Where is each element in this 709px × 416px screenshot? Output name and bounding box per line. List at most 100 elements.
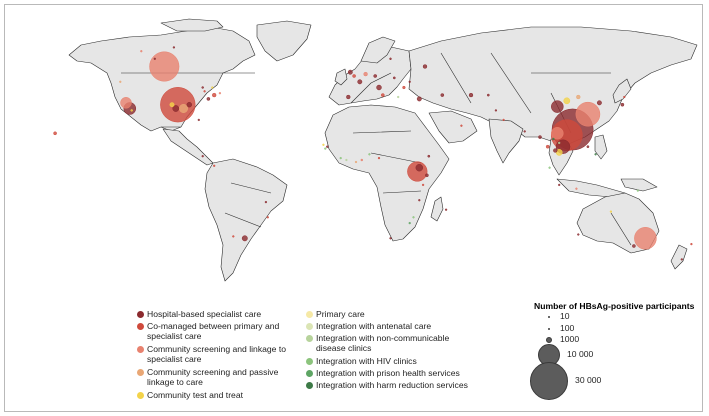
map-point — [421, 183, 425, 187]
size-legend: Number of HBsAg-positive participants 10… — [529, 301, 709, 411]
map-point — [186, 101, 193, 108]
map-point — [558, 141, 561, 145]
map-point — [119, 80, 122, 83]
legend-label: Primary care — [316, 309, 365, 319]
map-point — [392, 76, 396, 80]
map-point — [444, 208, 448, 211]
size-circle — [529, 361, 569, 401]
size-label: 10 000 — [567, 349, 594, 359]
map-point — [415, 163, 424, 172]
land-new-zealand — [670, 244, 688, 270]
map-point — [690, 242, 693, 246]
map-point — [160, 87, 196, 123]
map-point — [416, 96, 422, 102]
map-point — [389, 57, 392, 61]
legend-swatch — [306, 382, 313, 389]
map-point — [408, 80, 411, 83]
size-label: 1000 — [560, 334, 580, 344]
map-point — [213, 164, 216, 167]
figure-frame: Hospital-based specialist care Co-managed… — [4, 4, 703, 412]
map-point — [211, 86, 214, 89]
land-africa — [324, 104, 450, 242]
map-point — [197, 118, 200, 122]
map-point — [339, 156, 342, 160]
land-masses — [68, 18, 698, 282]
legend-swatch — [306, 370, 313, 377]
map-point — [402, 85, 406, 90]
land-arctic-islands — [160, 18, 224, 32]
legend-label: Community screening and passive linkage … — [147, 367, 279, 388]
map-point — [178, 103, 189, 114]
map-point — [623, 95, 626, 99]
map-point — [206, 97, 211, 101]
map-point — [551, 127, 564, 140]
legend-label: Integration with harm reduction services — [316, 380, 468, 390]
map-point — [609, 210, 613, 213]
map-point — [360, 158, 364, 162]
legend-swatch — [306, 358, 313, 365]
map-point — [632, 244, 636, 248]
legend-label: Co-managed between primary and specialis… — [147, 321, 280, 342]
land-india — [488, 118, 524, 164]
map-point — [523, 130, 526, 133]
legend-swatch — [137, 392, 144, 399]
map-point — [376, 84, 382, 91]
map-point — [352, 74, 356, 78]
map-point — [218, 92, 222, 95]
size-label: 100 — [560, 323, 575, 333]
legend-label: Integration with non-communicable diseas… — [316, 333, 450, 354]
map-point — [680, 258, 683, 261]
legend-label: Community screening and linkage to speci… — [147, 344, 287, 365]
size-circle — [547, 327, 551, 331]
map-point — [203, 90, 206, 93]
map-point — [172, 105, 180, 112]
land-philippines — [594, 134, 608, 160]
legend-swatch — [137, 323, 144, 330]
map-point — [357, 79, 363, 85]
land-arabia — [428, 110, 478, 144]
legend-swatch — [137, 311, 144, 318]
map-point — [363, 71, 368, 77]
map-point — [140, 50, 143, 53]
map-point — [636, 189, 639, 192]
map-point — [389, 237, 392, 240]
land-uk — [334, 68, 348, 86]
map-point — [502, 118, 505, 122]
map-point — [563, 97, 571, 105]
map-point — [172, 46, 176, 49]
map-point — [577, 233, 580, 236]
map-point — [120, 97, 132, 109]
map-point — [548, 166, 551, 169]
map-point — [427, 154, 431, 158]
map-point — [586, 145, 590, 149]
map-point — [368, 153, 371, 156]
map-point — [440, 93, 445, 97]
size-legend-title: Number of HBsAg-positive participants — [534, 301, 695, 311]
map-point — [620, 102, 625, 107]
size-circle — [548, 316, 551, 319]
map-point — [53, 131, 57, 136]
land-madagascar — [430, 196, 444, 222]
map-point — [397, 95, 400, 99]
legend-swatch — [137, 369, 144, 376]
map-point — [552, 137, 555, 141]
map-point — [575, 187, 578, 190]
map-point — [596, 100, 602, 106]
map-point — [345, 158, 348, 162]
map-point — [486, 93, 490, 97]
map-point — [232, 235, 235, 238]
legend-label: Community test and treat — [147, 390, 244, 400]
land-scandinavia — [360, 36, 396, 64]
map-point — [468, 92, 474, 98]
map-point — [130, 109, 133, 112]
land-japan — [612, 78, 632, 104]
legend-label: Integration with prison health services — [316, 368, 460, 378]
map-point — [418, 199, 421, 202]
land-south-america — [204, 158, 288, 282]
legend-swatch — [306, 311, 313, 318]
map-point — [576, 94, 581, 100]
map-point — [212, 92, 217, 98]
world-map — [11, 13, 701, 288]
legend-label: Integration with HIV clinics — [316, 356, 417, 366]
map-point — [201, 155, 204, 158]
